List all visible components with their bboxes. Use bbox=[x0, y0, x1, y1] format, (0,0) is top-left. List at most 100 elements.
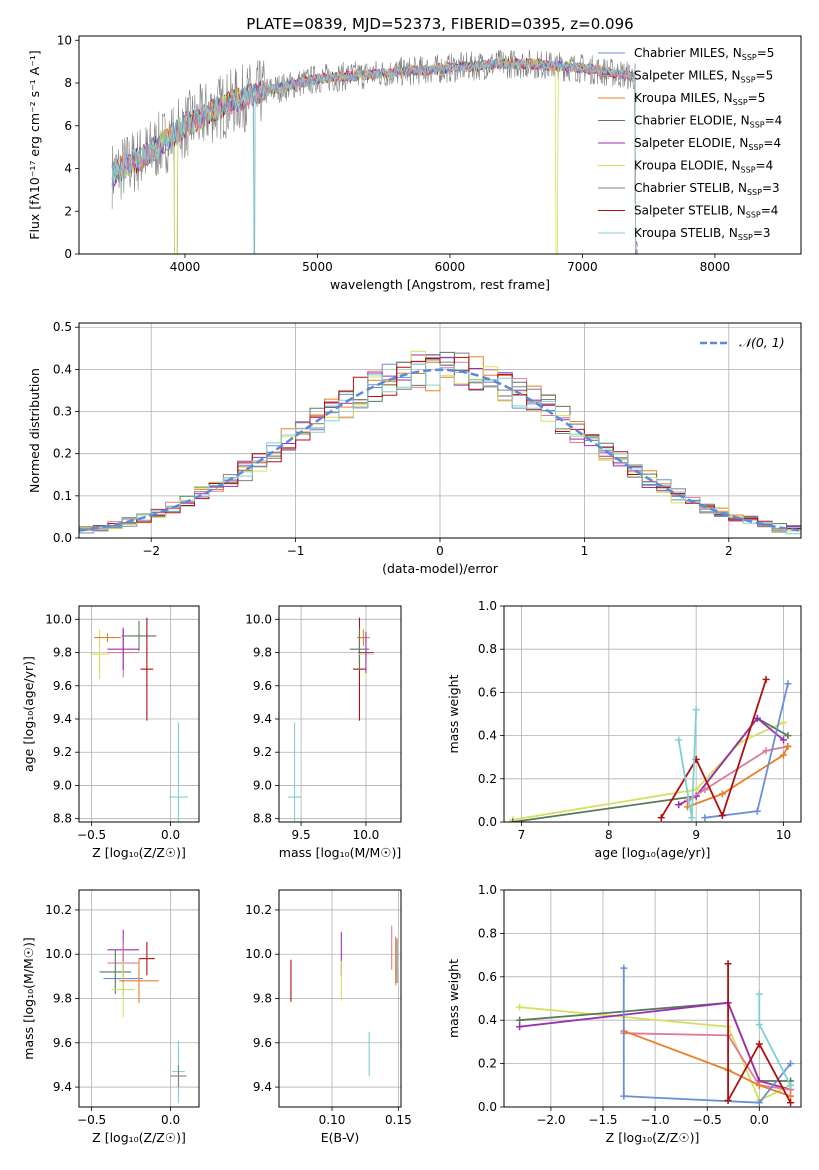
y-axis-label: mass weight bbox=[446, 674, 461, 753]
y-tick-label: 9.0 bbox=[253, 778, 272, 792]
axes-frame bbox=[503, 889, 802, 1108]
y-tick-label: 9.6 bbox=[253, 1036, 272, 1050]
y-tick-label: 9.8 bbox=[53, 646, 72, 660]
spectrum-line-kroupa_stelib bbox=[111, 58, 638, 254]
axes-frame bbox=[78, 605, 200, 823]
x-tick-label: 5000 bbox=[302, 260, 333, 274]
series-marker bbox=[620, 1092, 628, 1100]
x-tick-label: 10 bbox=[776, 828, 791, 842]
errorbar-point bbox=[107, 628, 139, 670]
panel-weight_vs_age: 7 8 9 10 0.0 0.2 0.4 0.6 0.8 1.0 age [log₁₀(age/yr… bbox=[446, 599, 802, 860]
y-tick-label: 9.2 bbox=[253, 745, 272, 759]
panel-residuals: −2 −1 0 1 2 0.0 0.1 0.2 0.3 0.4 0.5 (data-model)/er… bbox=[27, 320, 802, 576]
plot-area-residuals bbox=[79, 350, 801, 535]
y-tick-label: 10.2 bbox=[45, 903, 72, 917]
series-line-salpeter_stelib bbox=[727, 963, 792, 1104]
y-tick-label: 0.0 bbox=[478, 815, 497, 829]
x-axis-label: Z [log₁₀(Z/Z☉)] bbox=[92, 845, 186, 860]
y-tick-label: 6 bbox=[64, 119, 72, 133]
legend-entry: Salpeter ELODIE, NSSP=4 bbox=[634, 136, 781, 152]
axes-frame bbox=[78, 889, 200, 1108]
plot-area-mass_vs_Z bbox=[99, 929, 187, 1103]
errorbar-point bbox=[99, 949, 132, 995]
series-marker bbox=[780, 736, 788, 744]
series-marker bbox=[718, 790, 726, 798]
y-tick-label: 0.0 bbox=[53, 531, 72, 545]
y-tick-label: 10.2 bbox=[245, 903, 272, 917]
grid-age_vs_mass bbox=[279, 606, 401, 822]
x-tick-label: 0.15 bbox=[385, 1113, 412, 1127]
y-tick-label: 9.4 bbox=[253, 1080, 272, 1094]
y-tick-label: 9.4 bbox=[253, 712, 272, 726]
x-axis-label: age [log₁₀(age/yr)] bbox=[595, 845, 711, 860]
series-marker bbox=[787, 1092, 795, 1100]
errorbar-point bbox=[94, 633, 121, 642]
y-tick-label: 0.0 bbox=[478, 1100, 497, 1114]
y-axis-label: Flux [fλ10⁻¹⁷ erg cm⁻² s⁻¹ A⁻¹] bbox=[27, 50, 42, 239]
y-axis-label: mass weight bbox=[446, 959, 461, 1038]
series-marker bbox=[724, 960, 732, 968]
legend-entry: 𝒩(0, 1) bbox=[739, 335, 785, 350]
series-marker bbox=[516, 1003, 524, 1011]
y-tick-label: 9.8 bbox=[253, 992, 272, 1006]
series-marker bbox=[755, 990, 763, 998]
errorbar-point bbox=[288, 722, 302, 822]
axes-frame bbox=[78, 35, 802, 255]
panel-weight_vs_Z: −2.0 −1.5 −1.0 −0.5 0.0 0.0 0.2 0.4 0.6 0.8 1.0 Z [… bbox=[446, 883, 802, 1145]
errorbar-point bbox=[356, 629, 370, 646]
y-tick-label: 10.0 bbox=[45, 947, 72, 961]
x-tick-label: 9 bbox=[692, 828, 700, 842]
series-marker bbox=[753, 714, 761, 722]
x-tick-label: −0.5 bbox=[77, 1113, 106, 1127]
x-tick-label: −1 bbox=[287, 544, 305, 558]
y-tick-label: 0.1 bbox=[53, 489, 72, 503]
y-tick-label: 0.2 bbox=[478, 1057, 497, 1071]
x-tick-label: 9.5 bbox=[292, 828, 311, 842]
y-tick-label: 1.0 bbox=[478, 599, 497, 613]
y-tick-label: 9.4 bbox=[53, 712, 72, 726]
y-tick-label: 0.5 bbox=[53, 320, 72, 334]
x-tick-label: 4000 bbox=[170, 260, 201, 274]
axes-frame bbox=[78, 322, 802, 539]
y-tick-label: 8 bbox=[64, 76, 72, 90]
y-tick-label: 10 bbox=[57, 33, 72, 47]
x-tick-label: 2 bbox=[725, 544, 733, 558]
series-marker bbox=[753, 807, 761, 815]
y-tick-label: 9.4 bbox=[53, 1080, 72, 1094]
series-marker bbox=[784, 732, 792, 740]
y-tick-label: 0.6 bbox=[478, 685, 497, 699]
series-line-chabrier_miles bbox=[622, 968, 792, 1104]
y-tick-label: 0.2 bbox=[53, 447, 72, 461]
plot-area-weight_vs_age bbox=[509, 675, 792, 822]
series-marker bbox=[701, 786, 709, 794]
y-tick-label: 10.0 bbox=[45, 612, 72, 626]
errorbar-point bbox=[90, 629, 109, 680]
x-tick-label: −1.5 bbox=[588, 1113, 617, 1127]
y-tick-label: 0.8 bbox=[478, 642, 497, 656]
x-tick-label: 0.10 bbox=[319, 1113, 346, 1127]
y-axis-label: Normed distribution bbox=[27, 368, 42, 493]
series-marker bbox=[516, 1016, 524, 1024]
x-tick-label: 8 bbox=[605, 828, 613, 842]
x-tick-label: −0.5 bbox=[77, 828, 106, 842]
grid-mass_vs_ebv bbox=[279, 890, 401, 1107]
y-tick-label: 9.0 bbox=[53, 778, 72, 792]
x-tick-label: 0.0 bbox=[161, 1113, 180, 1127]
figure-title: PLATE=0839, MJD=52373, FIBERID=0395, z=0… bbox=[246, 15, 633, 33]
spectrum-line-chabrier_elodie bbox=[111, 57, 637, 254]
series-marker bbox=[762, 747, 770, 755]
axes-frame bbox=[503, 605, 802, 823]
series-line-kroupa_elodie bbox=[512, 721, 784, 821]
plot-area-weight_vs_Z bbox=[516, 960, 795, 1107]
x-tick-label: 10.0 bbox=[353, 828, 380, 842]
y-tick-label: 0.6 bbox=[478, 970, 497, 984]
series-marker bbox=[787, 1081, 795, 1089]
series-marker bbox=[762, 675, 770, 683]
series-marker bbox=[675, 801, 683, 809]
series-line-kroupa_miles bbox=[687, 745, 789, 808]
series-marker bbox=[755, 1081, 763, 1089]
y-tick-label: 2 bbox=[64, 204, 72, 218]
x-axis-label: mass [log₁₀(M/M☉)] bbox=[279, 845, 401, 860]
series-line-salpeter_stelib bbox=[660, 679, 767, 819]
legend-residuals: 𝒩(0, 1) bbox=[700, 335, 785, 350]
